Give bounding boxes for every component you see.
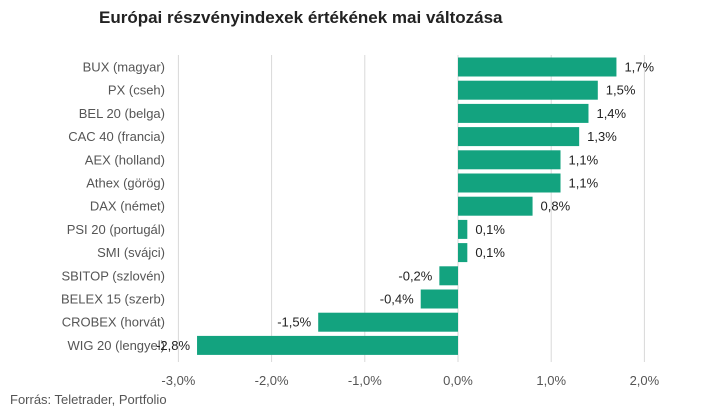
bar <box>458 80 598 100</box>
category-label: CROBEX (horvát) <box>62 315 165 330</box>
value-label: 0,1% <box>475 222 505 237</box>
bar <box>197 335 459 355</box>
value-label: 1,1% <box>569 152 599 167</box>
category-label: CAC 40 (francia) <box>68 129 165 144</box>
value-label: 0,8% <box>541 199 571 214</box>
bar <box>458 243 468 263</box>
value-label: -1,5% <box>277 315 311 330</box>
x-tick-label: -1,0% <box>348 373 382 388</box>
x-tick-label: -2,0% <box>255 373 289 388</box>
bar <box>318 312 458 332</box>
value-label: 1,3% <box>587 129 617 144</box>
category-label: BELEX 15 (szerb) <box>61 292 165 307</box>
bars <box>197 57 617 355</box>
category-label: PSI 20 (portugál) <box>67 222 165 237</box>
x-axis-ticks: -3,0% -2,0% -1,0% 0,0% 1,0% 2,0% <box>161 373 659 388</box>
category-label: BUX (magyar) <box>83 60 165 75</box>
value-label: -0,4% <box>380 292 414 307</box>
value-label: 1,7% <box>624 60 654 75</box>
value-label: 0,1% <box>475 245 505 260</box>
bar <box>458 196 533 216</box>
value-label: -0,2% <box>398 268 432 283</box>
labels: BUX (magyar) 1,7% PX (cseh) 1,5% BEL 20 (bel… <box>61 60 655 353</box>
category-label: AEX (holland) <box>85 152 165 167</box>
x-tick-label: -3,0% <box>161 373 195 388</box>
x-tick-label: 0,0% <box>443 373 473 388</box>
bar <box>458 150 561 170</box>
x-tick-label: 1,0% <box>536 373 566 388</box>
bar <box>420 289 458 309</box>
x-tick-label: 2,0% <box>630 373 660 388</box>
value-label: -2,8% <box>156 338 190 353</box>
category-label: PX (cseh) <box>108 83 165 98</box>
bar <box>439 266 458 286</box>
bar <box>458 173 561 193</box>
bar <box>458 127 580 147</box>
category-label: SMI (svájci) <box>97 245 165 260</box>
bar <box>458 219 468 239</box>
value-label: 1,1% <box>569 176 599 191</box>
category-label: Athex (görög) <box>86 176 165 191</box>
source-note: Forrás: Teletrader, Portfolio <box>10 392 167 407</box>
category-label: WIG 20 (lengyel) <box>67 338 165 353</box>
chart-title: Európai részvényindexek értékének mai vá… <box>99 8 503 27</box>
bar <box>458 57 617 77</box>
category-label: DAX (német) <box>90 199 165 214</box>
bar <box>458 103 589 123</box>
category-label: BEL 20 (belga) <box>79 106 165 121</box>
value-label: 1,5% <box>606 83 636 98</box>
value-label: 1,4% <box>596 106 626 121</box>
category-label: SBITOP (szlovén) <box>61 268 165 283</box>
